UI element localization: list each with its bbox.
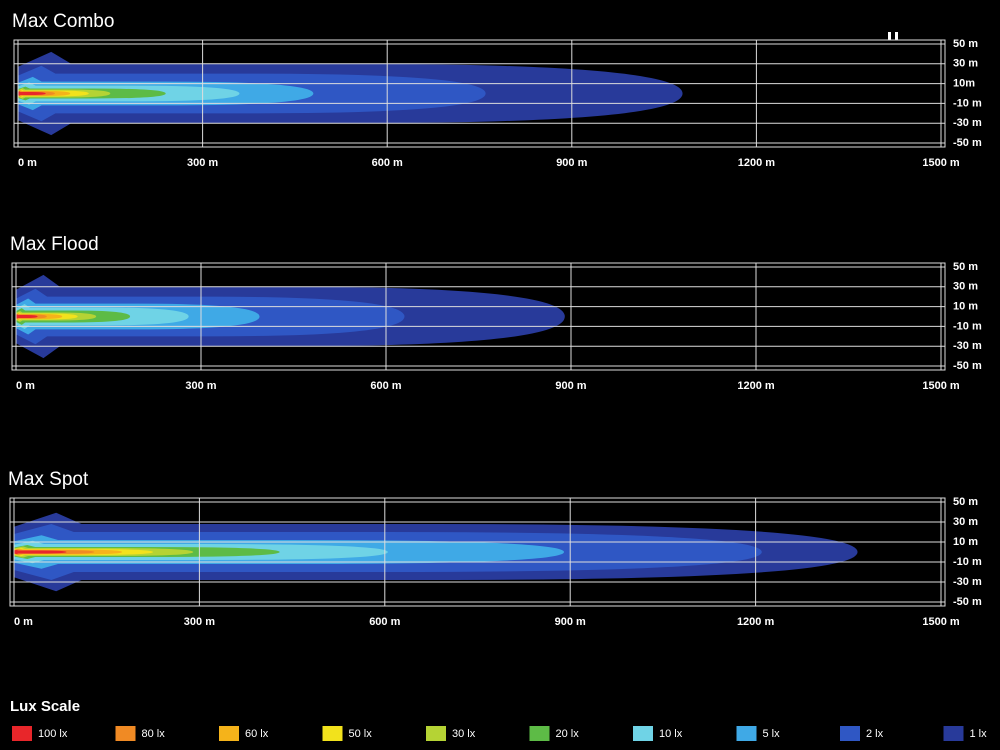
legend-swatch [12,726,32,741]
legend-label: 50 lx [349,728,373,740]
beam-region [18,91,46,96]
legend-swatch [840,726,860,741]
x-tick-label: 600 m [369,616,400,628]
y-tick-label: -30 m [953,340,982,352]
legend-label: 30 lx [452,728,476,740]
x-tick-label: 0 m [16,380,35,392]
y-tick-label: 10m [953,77,975,89]
y-tick-label: 10 m [953,536,978,548]
legend-label: 20 lx [556,728,580,740]
legend-swatch [219,726,239,741]
y-tick-label: 30 m [953,281,978,293]
y-tick-label: -50 m [953,360,982,372]
x-tick-label: 900 m [555,380,586,392]
y-tick-label: -10 m [953,556,982,568]
y-tick-label: -10 m [953,320,982,332]
legend-swatch [115,726,136,741]
legend-swatch [529,726,550,741]
x-tick-label: 0 m [14,616,33,628]
x-tick-label: 900 m [555,616,586,628]
y-tick-label: -50 m [953,137,982,149]
y-tick-label: -30 m [953,576,982,588]
y-tick-label: 30 m [953,58,978,70]
y-tick-label: -50 m [953,596,982,608]
legend-swatch [426,726,446,741]
y-tick-label: 30 m [953,516,978,528]
x-tick-label: 1500 m [922,157,960,169]
beam-region [14,549,67,555]
y-tick-label: -30 m [953,117,982,129]
legend-label: 2 lx [866,728,884,740]
x-tick-label: 300 m [187,157,218,169]
x-tick-label: 600 m [372,157,403,169]
x-tick-label: 300 m [185,380,216,392]
chart-title: Max Combo [12,11,114,32]
beam-region [16,314,38,319]
chart-title: Max Flood [10,234,99,255]
legend-swatch [736,726,757,741]
legend-label: 10 lx [659,728,683,740]
x-tick-label: 1500 m [922,616,960,628]
x-tick-label: 300 m [184,616,215,628]
y-tick-label: 50 m [953,261,978,273]
x-tick-label: 1200 m [737,616,775,628]
y-tick-label: 50 m [953,38,978,50]
chart-title: Max Spot [8,469,89,490]
x-tick-label: 900 m [556,157,587,169]
x-tick-label: 0 m [18,157,37,169]
x-tick-label: 1200 m [738,157,776,169]
legend-label: 5 lx [763,728,781,740]
y-tick-label: 50 m [953,496,978,508]
y-tick-label: -10 m [953,97,982,109]
y-tick-label: 10 m [953,300,978,312]
x-tick-label: 600 m [370,380,401,392]
legend-swatch [943,726,964,741]
legend-label: 100 lx [38,728,68,740]
legend-label: 80 lx [142,728,166,740]
legend-swatch [322,726,343,741]
x-tick-label: 1500 m [922,380,960,392]
legend-label: 60 lx [245,728,269,740]
x-tick-label: 1200 m [737,380,775,392]
legend-title: Lux Scale [10,698,80,715]
legend-swatch [633,726,653,741]
legend-label: 1 lx [970,728,988,740]
